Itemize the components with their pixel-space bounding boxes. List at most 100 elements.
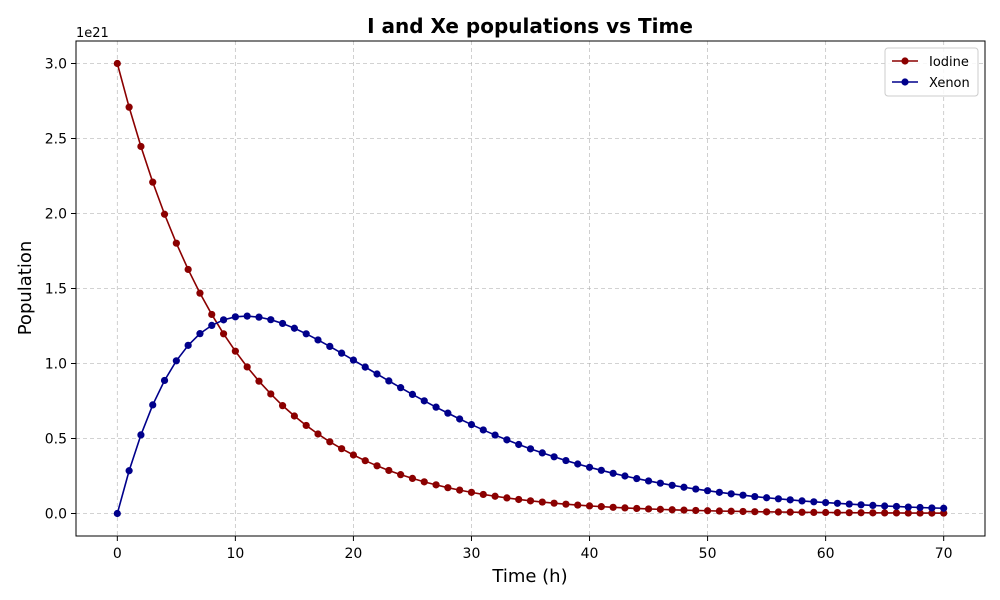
xenon-point <box>550 453 558 461</box>
xenon-point <box>609 469 617 477</box>
iodine-point <box>774 508 783 516</box>
x-axis-label: Time (h) <box>491 566 567 587</box>
y-tick-label: 3.0 <box>45 57 67 73</box>
iodine-point <box>881 509 889 517</box>
xenon-point <box>869 501 877 509</box>
iodine-point <box>668 506 676 514</box>
iodine-point <box>349 451 358 459</box>
xenon-point <box>397 384 405 392</box>
iodine-point <box>503 494 511 502</box>
xenon-point <box>822 498 830 507</box>
iodine-point <box>810 508 818 517</box>
y-axis-label: Population <box>15 241 36 336</box>
x-tick-label: 50 <box>699 546 717 562</box>
iodine-point <box>727 507 735 515</box>
iodine-point <box>467 488 476 496</box>
xenon-point <box>338 349 346 357</box>
iodine-point <box>125 103 133 111</box>
xenon-point <box>680 483 688 491</box>
xenon-point <box>219 316 228 324</box>
iodine-point <box>326 438 334 446</box>
xenon-point <box>574 460 582 468</box>
iodine-point <box>869 509 877 517</box>
iodine-point <box>137 142 145 151</box>
xenon-point <box>692 485 700 493</box>
iodine-point <box>113 59 121 68</box>
xenon-point <box>786 496 794 504</box>
xenon-point <box>633 474 641 483</box>
xenon-point <box>255 313 263 321</box>
iodine-point <box>491 492 499 500</box>
xenon-point <box>208 321 216 329</box>
iodine-point <box>172 239 180 247</box>
iodine-point <box>715 507 723 515</box>
x-tick-label: 70 <box>935 546 953 562</box>
iodine-point <box>456 486 464 494</box>
xenon-point <box>751 492 759 501</box>
iodine-point <box>751 508 759 516</box>
xenon-point <box>314 336 322 344</box>
y-tick-label: 2.5 <box>45 132 67 148</box>
series-xenon <box>113 312 948 518</box>
iodine-point <box>208 310 216 319</box>
iodine-point <box>267 390 275 398</box>
iodine-point <box>822 508 830 517</box>
grid <box>76 41 985 536</box>
xenon-point <box>526 445 535 453</box>
iodine-point <box>763 508 771 516</box>
iodine-point <box>644 505 653 513</box>
iodine-point <box>845 509 853 517</box>
y-tick-label: 1.5 <box>45 282 67 298</box>
y-tick-label: 2.0 <box>45 207 67 223</box>
xenon-point <box>727 490 735 498</box>
xenon-point <box>408 390 417 398</box>
xenon-point <box>420 397 428 405</box>
xenon-point <box>278 319 287 328</box>
xenon-point <box>656 479 664 487</box>
iodine-point <box>278 402 287 410</box>
xenon-point <box>585 463 594 471</box>
xenon-point <box>928 504 936 512</box>
xenon-point <box>763 494 771 502</box>
iodine-point <box>243 363 251 371</box>
xenon-point <box>562 456 570 465</box>
legend: Iodine Xenon <box>884 47 979 97</box>
x-tick-label: 40 <box>581 546 599 562</box>
y-axis-ticks: 0.0 0.5 1.0 1.5 2.0 2.5 3.0 <box>45 57 76 523</box>
xenon-point <box>798 497 806 505</box>
x-tick-label: 30 <box>463 546 481 562</box>
xenon-point <box>833 499 842 507</box>
xenon-point <box>267 316 275 324</box>
xenon-point <box>703 487 712 495</box>
iodine-point <box>692 506 700 515</box>
x-tick-label: 20 <box>345 546 363 562</box>
y-tick-label: 1.0 <box>45 357 67 373</box>
iodine-point <box>420 478 428 486</box>
y-tick-label: 0.5 <box>45 432 67 448</box>
xenon-point <box>456 415 464 423</box>
iodine-point <box>408 474 417 482</box>
iodine-point <box>290 412 298 420</box>
xenon-point <box>361 363 369 371</box>
xenon-point <box>432 403 440 411</box>
series-iodine <box>113 59 948 517</box>
plot-series <box>113 59 948 518</box>
xenon-point <box>916 503 924 512</box>
xenon-point <box>149 401 157 409</box>
xenon-point <box>892 502 901 511</box>
xenon-point <box>302 330 310 338</box>
xenon-point <box>231 313 239 321</box>
iodine-point <box>857 509 865 517</box>
xenon-point <box>196 330 204 338</box>
iodine-point <box>656 505 664 513</box>
iodine-point <box>255 377 263 385</box>
xenon-point <box>881 502 889 510</box>
iodine-point <box>703 507 712 515</box>
iodine-point <box>196 289 204 297</box>
xenon-point <box>644 477 653 485</box>
iodine-point <box>739 507 747 516</box>
iodine-point <box>562 500 570 508</box>
xenon-point <box>125 467 133 475</box>
xenon-point <box>467 420 476 429</box>
